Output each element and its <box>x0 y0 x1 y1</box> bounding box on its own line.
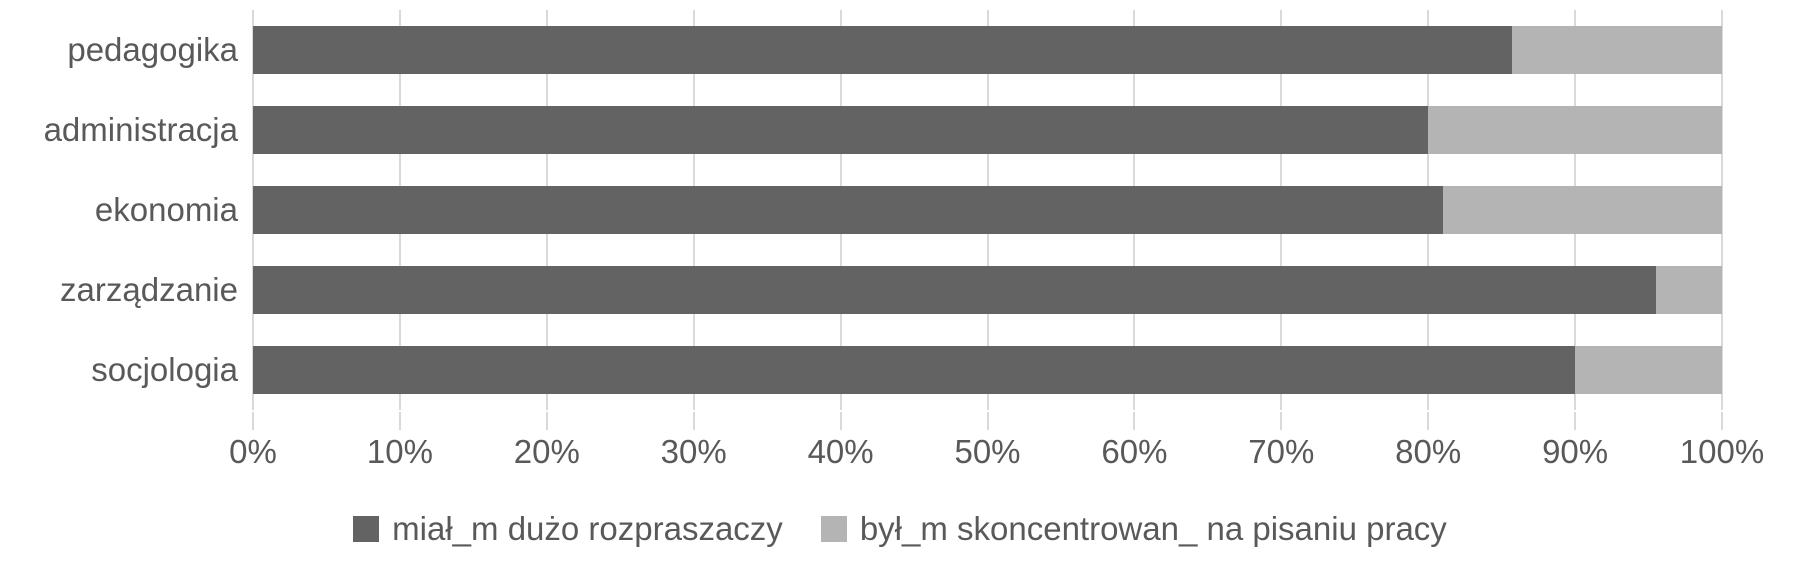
axis-tick-label: 90% <box>1542 433 1609 470</box>
category-label: zarządzanie <box>60 271 238 308</box>
bar-segment-series-1 <box>1575 346 1722 394</box>
legend-label: miał_m dużo rozpraszaczy <box>392 510 783 547</box>
legend-label: był_m skoncentrowan_ na pisaniu pracy <box>859 510 1447 547</box>
axis-tick <box>1427 412 1430 430</box>
plot-area <box>252 10 1723 410</box>
bar-segment-series-0 <box>253 346 1576 394</box>
bar-segment-series-1 <box>1655 266 1722 314</box>
bar-segment-series-0 <box>253 266 1656 314</box>
axis-tick-label: 0% <box>229 433 277 470</box>
bar-pedagogika <box>253 26 1722 74</box>
bar-segment-series-1 <box>1442 186 1722 234</box>
bar-row <box>253 330 1722 410</box>
bar-administracja <box>253 106 1722 154</box>
category-label: socjologia <box>91 351 238 388</box>
axis-tick <box>1133 412 1136 430</box>
bar-segment-series-0 <box>253 106 1429 154</box>
bar-segment-series-1 <box>1428 106 1722 154</box>
legend-item: był_m skoncentrowan_ na pisaniu pracy <box>820 510 1447 548</box>
bar-segment-series-0 <box>253 186 1443 234</box>
axis-tick <box>398 412 401 430</box>
category-axis: pedagogika administracja ekonomia zarządzan… <box>0 10 238 410</box>
bar-row <box>253 90 1722 170</box>
axis-tick-label: 70% <box>1248 433 1315 470</box>
axis-tick-label: 40% <box>807 433 874 470</box>
bar-row <box>253 250 1722 330</box>
axis-tick-label: 30% <box>660 433 727 470</box>
axis-tick-label: 100% <box>1679 433 1765 470</box>
axis-tick <box>692 412 695 430</box>
axis-tick-label: 20% <box>513 433 580 470</box>
axis-tick <box>986 412 989 430</box>
legend: miał_m dużo rozpraszaczy był_m skoncentro… <box>0 510 1800 548</box>
axis-tick-label: 80% <box>1395 433 1462 470</box>
axis-tick-label: 60% <box>1101 433 1168 470</box>
legend-item: miał_m dużo rozpraszaczy <box>353 510 783 548</box>
bar-row <box>253 170 1722 250</box>
bar-socjologia <box>253 346 1722 394</box>
axis-tick-label: 10% <box>366 433 433 470</box>
axis-tick <box>252 412 254 430</box>
bar-zarządzanie <box>253 266 1722 314</box>
bars-layer <box>253 10 1722 410</box>
bar-segment-series-0 <box>253 26 1512 74</box>
gridline <box>1721 10 1723 410</box>
axis-tick <box>1280 412 1283 430</box>
bar-row <box>253 10 1722 90</box>
legend-marker-icon <box>820 516 847 542</box>
axis-tick <box>1574 412 1577 430</box>
axis-tick-label: 50% <box>954 433 1021 470</box>
category-label: administracja <box>43 111 238 148</box>
category-label: pedagogika <box>67 31 238 68</box>
axis-tick <box>839 412 842 430</box>
legend-marker-icon <box>353 516 380 542</box>
bar-ekonomia <box>253 186 1722 234</box>
axis-tick <box>545 412 548 430</box>
axis-tick <box>1721 412 1723 430</box>
bar-segment-series-1 <box>1511 26 1722 74</box>
category-label: ekonomia <box>94 191 238 228</box>
